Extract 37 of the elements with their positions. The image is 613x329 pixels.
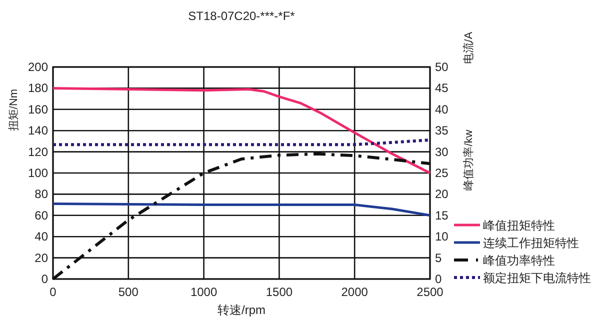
x-tick-label: 0 <box>50 285 57 299</box>
text: 峰值功率/kw <box>462 130 475 190</box>
legend-label: 连续工作扭矩特性 <box>483 236 579 250</box>
y-tick-label: 120 <box>28 144 48 159</box>
y2-tick-label: 20 <box>435 187 449 202</box>
chart-title: ST18-07C20-***-*F* <box>188 9 296 23</box>
y-axis-title: 扭矩/Nm <box>8 88 20 132</box>
y-tick-label: 140 <box>28 124 48 138</box>
y-tick-label: 60 <box>34 208 48 222</box>
y2-tick-label: 45 <box>435 81 449 96</box>
x-tick-label: 1500 <box>266 285 293 299</box>
y-tick-label: 20 <box>34 250 48 265</box>
y-tick-label: 160 <box>28 102 48 116</box>
legend-label: 峰值功率特性 <box>483 254 555 268</box>
x-tick-label: 1000 <box>190 285 218 299</box>
x-tick-label: 500 <box>118 285 139 299</box>
y2-tick-label: 40 <box>435 102 449 116</box>
x-axis-title: 转速/rpm <box>218 303 266 317</box>
y2-tick-label: 15 <box>435 208 449 222</box>
y2-tick-label: 30 <box>435 144 449 159</box>
y-tick-label: 0 <box>41 272 48 286</box>
legend-label: 峰值扭矩特性 <box>483 218 555 232</box>
legend-label: 额定扭矩下电流特性 <box>483 271 591 285</box>
y-tick-label: 40 <box>34 230 48 244</box>
x-tick-label: 2000 <box>341 285 368 299</box>
x-tick-label: 2500 <box>416 285 444 299</box>
y2-axis-title: 电流/A <box>462 31 475 64</box>
y-tick-label: 100 <box>28 166 48 180</box>
y2-tick-label: 10 <box>435 230 449 244</box>
y-tick-label: 200 <box>28 60 48 74</box>
y2-tick-label: 50 <box>435 60 449 74</box>
y-tick-label: 80 <box>34 187 48 202</box>
y2-tick-label: 5 <box>435 250 442 265</box>
y2-tick-label: 25 <box>435 166 449 180</box>
y-tick-label: 180 <box>28 81 48 96</box>
y2-tick-label: 35 <box>435 124 449 138</box>
y2-tick-label: 0 <box>435 272 442 286</box>
